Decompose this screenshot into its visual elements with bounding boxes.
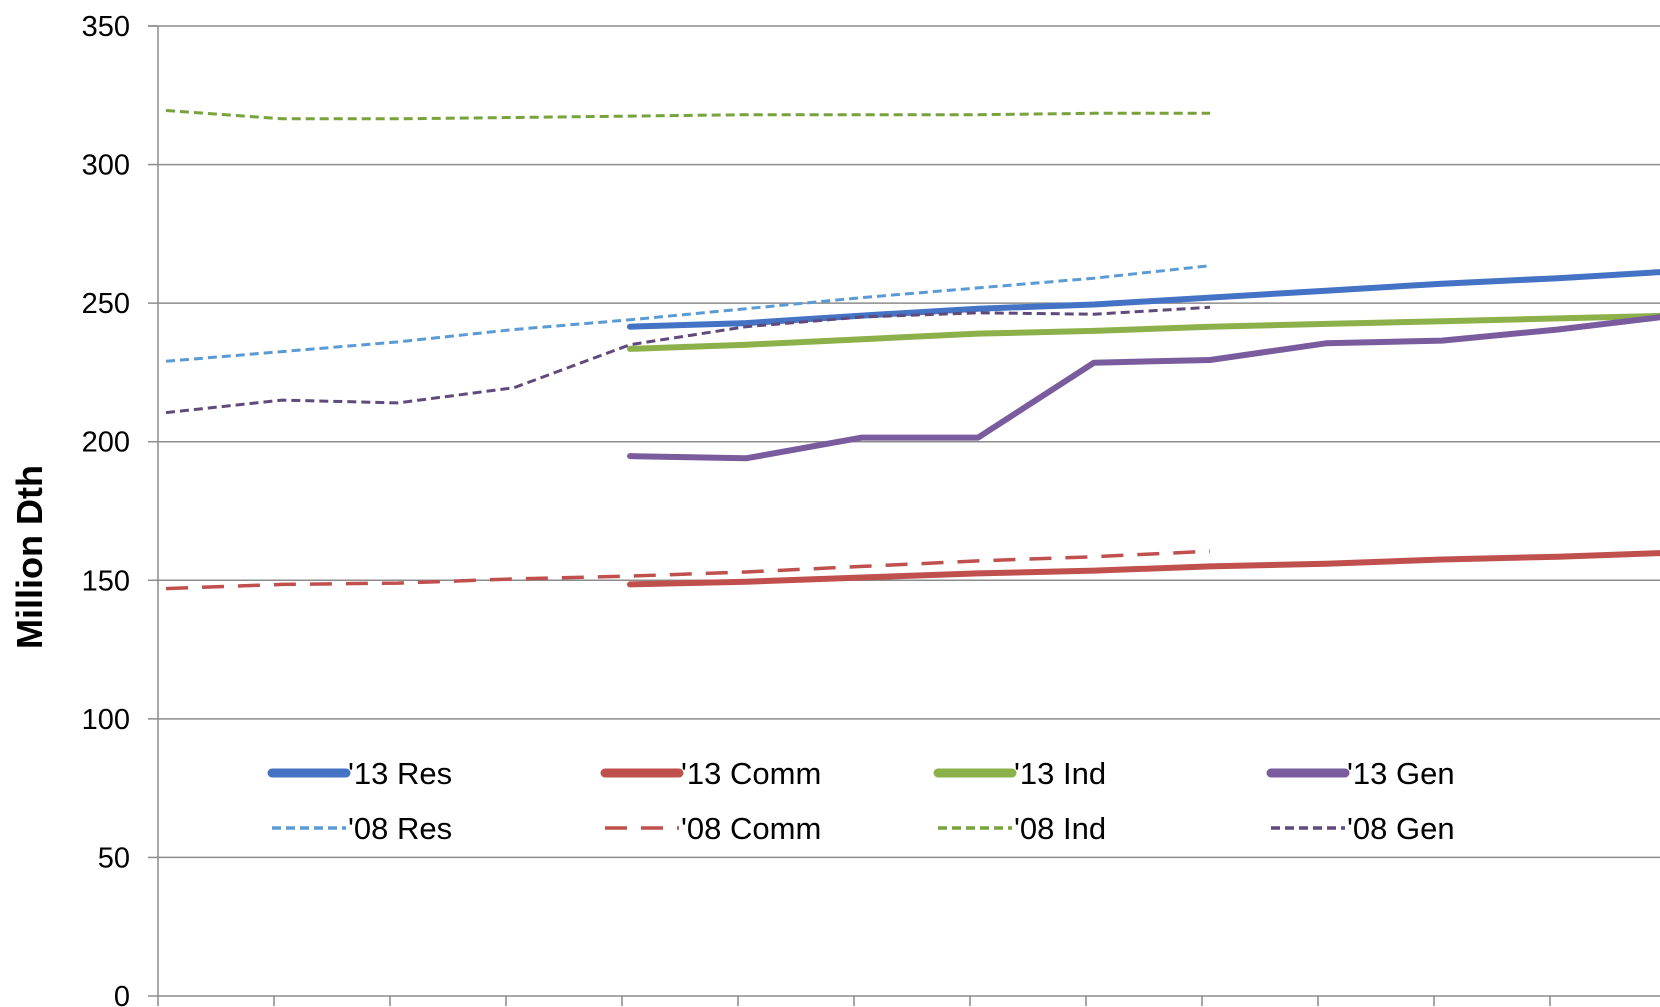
y-tick-label: 100 (82, 704, 130, 736)
series-line-7 (165, 305, 1211, 415)
y-tick-label: 50 (98, 842, 130, 874)
series-lines (165, 109, 1660, 591)
y-axis-label: Million Dth (9, 465, 50, 649)
axes (148, 25, 1660, 1006)
series-line-0 (627, 269, 1660, 330)
series-line-1 (627, 550, 1660, 588)
legend: '13 Res '13 Comm '13 Ind '13 Gen '08 Res '08 … (267, 756, 1455, 846)
gridlines (158, 25, 1660, 859)
y-tick-label: 250 (82, 288, 130, 320)
legend-label: '13 Res (348, 756, 452, 791)
legend-label: '08 Ind (1014, 811, 1106, 846)
series-line-2 (627, 312, 1660, 352)
legend-label: '08 Res (348, 811, 452, 846)
y-tick-label: 0 (114, 981, 130, 1007)
y-tick-label: 150 (82, 565, 130, 597)
legend-label: '08 Comm (681, 811, 821, 846)
series-line-3 (627, 314, 1660, 462)
series-line-5 (165, 549, 1211, 591)
legend-label: '08 Gen (1347, 811, 1455, 846)
series-line-6 (165, 109, 1210, 121)
y-tick-label: 350 (82, 11, 130, 43)
series-line-4 (165, 264, 1211, 363)
legend-label: '13 Comm (681, 756, 821, 791)
y-tick-label: 200 (82, 427, 130, 459)
y-tick-labels: 0 50 100 150 200 250 300 350 (82, 11, 130, 1007)
legend-label: '13 Ind (1014, 756, 1106, 791)
y-tick-label: 300 (82, 150, 130, 182)
legend-label: '13 Gen (1347, 756, 1455, 791)
